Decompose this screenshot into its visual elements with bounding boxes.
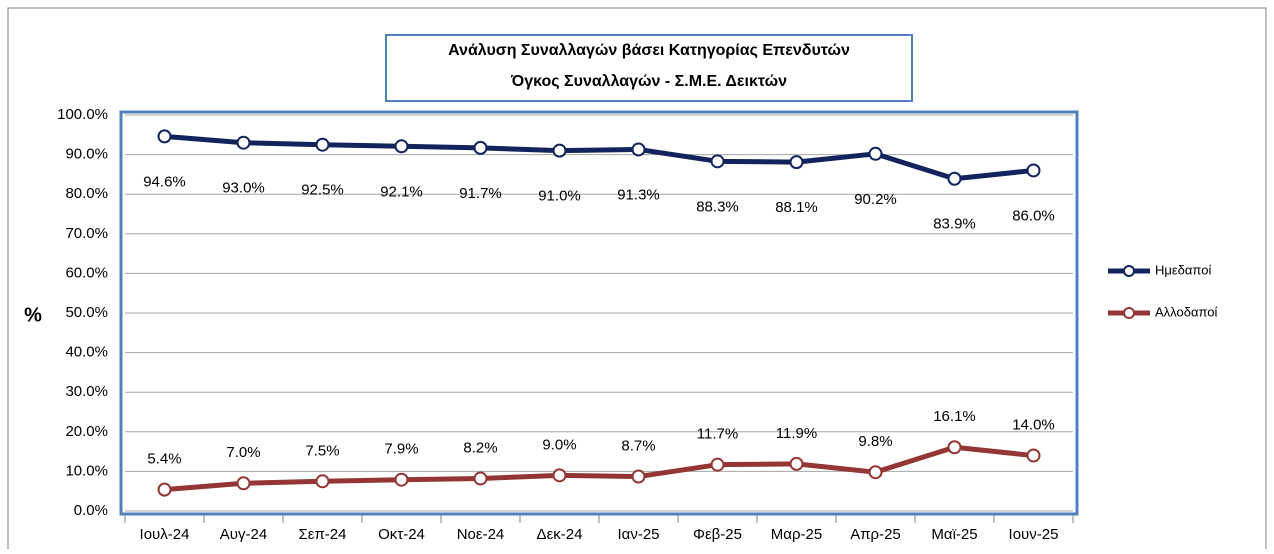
marker bbox=[868, 465, 883, 480]
data-label: 8.7% bbox=[621, 438, 655, 455]
marker bbox=[947, 440, 962, 455]
data-label: 94.6% bbox=[143, 173, 186, 190]
data-label: 92.5% bbox=[301, 182, 344, 199]
marker bbox=[236, 135, 251, 150]
chart-title: Ανάλυση Συναλλαγών βάσει Κατηγορίας Επεν… bbox=[448, 42, 850, 59]
marker bbox=[947, 171, 962, 186]
legend-label: Ημεδαποί bbox=[1155, 262, 1211, 277]
data-label: 92.1% bbox=[380, 183, 423, 200]
legend-label: Αλλοδαποί bbox=[1155, 304, 1217, 319]
y-tick-label: 90.0% bbox=[65, 146, 108, 163]
marker bbox=[789, 155, 804, 170]
y-tick-label: 100.0% bbox=[57, 106, 108, 123]
data-label: 88.1% bbox=[775, 199, 818, 216]
marker bbox=[631, 142, 646, 157]
marker bbox=[710, 457, 725, 472]
x-tick-label: Σεπ-24 bbox=[299, 526, 347, 543]
data-label: 91.7% bbox=[459, 185, 502, 202]
y-tick-label: 60.0% bbox=[65, 264, 108, 281]
marker bbox=[473, 471, 488, 486]
y-tick-label: 80.0% bbox=[65, 185, 108, 202]
marker bbox=[631, 469, 646, 484]
data-label: 88.3% bbox=[696, 198, 739, 215]
data-label: 9.0% bbox=[542, 436, 576, 453]
x-tick-label: Απρ-25 bbox=[850, 526, 901, 543]
data-label: 11.7% bbox=[697, 426, 738, 443]
legend-marker bbox=[1123, 265, 1135, 277]
marker bbox=[315, 137, 330, 152]
data-label: 86.0% bbox=[1012, 207, 1055, 224]
x-tick-label: Μαϊ-25 bbox=[931, 526, 977, 543]
title-box bbox=[385, 34, 913, 102]
x-tick-label: Ιουλ-24 bbox=[140, 526, 190, 543]
x-tick-label: Νοε-24 bbox=[457, 526, 505, 543]
marker bbox=[157, 129, 172, 144]
legend-marker bbox=[1123, 307, 1135, 319]
data-label: 5.4% bbox=[147, 451, 181, 468]
y-tick-label: 10.0% bbox=[65, 462, 108, 479]
x-tick-label: Δεκ-24 bbox=[537, 526, 583, 543]
y-axis-label: % bbox=[24, 304, 42, 326]
y-tick-label: 30.0% bbox=[65, 383, 108, 400]
chart-subtitle: Όγκος Συναλλαγών - Σ.Μ.Ε. Δεικτών bbox=[510, 73, 787, 90]
data-label: 14.0% bbox=[1012, 417, 1055, 434]
x-tick-label: Μαρ-25 bbox=[771, 526, 822, 543]
x-tick-label: Ιουν-25 bbox=[1009, 526, 1059, 543]
data-label: 16.1% bbox=[933, 408, 976, 425]
marker bbox=[710, 154, 725, 169]
marker bbox=[473, 140, 488, 155]
marker bbox=[868, 146, 883, 161]
plot-area-border bbox=[119, 110, 1079, 516]
x-tick-label: Οκτ-24 bbox=[378, 526, 425, 543]
x-tick-label: Φεβ-25 bbox=[693, 526, 742, 543]
data-label: 7.5% bbox=[305, 442, 339, 459]
y-tick-label: 50.0% bbox=[65, 304, 108, 321]
y-tick-label: 20.0% bbox=[65, 423, 108, 440]
line bbox=[164, 133, 1034, 182]
y-tick-label: 40.0% bbox=[65, 344, 108, 361]
marker bbox=[789, 456, 804, 471]
data-label: 91.0% bbox=[538, 188, 581, 205]
data-label: 9.8% bbox=[858, 433, 892, 450]
x-tick-label: Ιαν-25 bbox=[617, 526, 659, 543]
y-tick-label: 70.0% bbox=[65, 225, 108, 242]
data-label: 7.9% bbox=[384, 441, 418, 458]
data-label: 83.9% bbox=[933, 216, 976, 233]
marker bbox=[315, 474, 330, 489]
marker bbox=[236, 476, 251, 491]
marker bbox=[1026, 448, 1041, 463]
marker bbox=[157, 482, 172, 497]
marker bbox=[552, 143, 567, 158]
data-label: 8.2% bbox=[463, 439, 497, 456]
y-tick-label: 0.0% bbox=[74, 502, 108, 519]
data-label: 93.0% bbox=[222, 180, 265, 197]
data-label: 11.9% bbox=[776, 425, 817, 442]
marker bbox=[552, 468, 567, 483]
data-label: 91.3% bbox=[617, 186, 660, 203]
marker bbox=[394, 472, 409, 487]
marker bbox=[394, 139, 409, 154]
line bbox=[164, 444, 1034, 493]
x-tick-label: Αυγ-24 bbox=[220, 526, 267, 543]
data-label: 90.2% bbox=[854, 191, 897, 208]
marker bbox=[1026, 163, 1041, 178]
data-label: 7.0% bbox=[226, 444, 260, 461]
